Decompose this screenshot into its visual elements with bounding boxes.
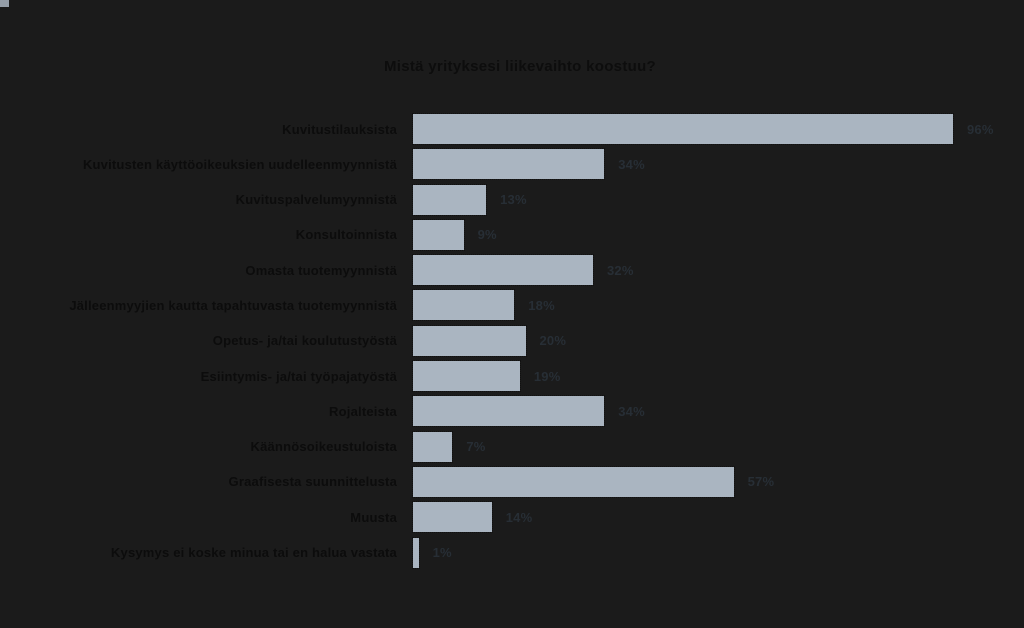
bar-track [412,501,493,534]
bar-row: Kysymys ei koske minua tai en halua vast… [0,536,1024,569]
bar-row: Kuvituspalvelumyynnistä 13% [0,183,1024,216]
bar-track [412,113,954,145]
corner-artifact [0,0,9,7]
bar [411,395,606,428]
value-label: 32% [607,262,634,278]
bar-row: Kuvitusten käyttöoikeuksien uudelleenmyy… [0,148,1024,181]
bar [411,183,488,216]
category-label: Kuvituspalvelumyynnistä [235,192,397,208]
bar [412,254,594,287]
bar-track [412,218,465,251]
bar-track [412,536,420,569]
category-label: Kysymys ei koske minua tai en halua vast… [110,545,397,561]
bar-track [411,183,488,216]
bar-row: Käännösoikeustuloista 7% [0,430,1024,463]
bar-row: Esiintymis- ja/tai työpajatyöstä 19% [0,360,1024,393]
category-label: Opetus- ja/tai koulutustyöstä [212,333,397,349]
category-label: Omasta tuotemyynnistä [245,262,397,278]
bar-row: Kuvitustilauksista 96% [0,113,1024,145]
category-label: Kuvitusten käyttöoikeuksien uudelleenmyy… [82,156,397,172]
bar-track [411,148,606,181]
category-label: Jälleenmyyjien kautta tapahtuvasta tuote… [69,297,397,313]
chart-rows: Kuvitustilauksista 96% Kuvitusten käyttöoi… [0,113,1024,573]
bar [412,501,493,534]
value-label: 20% [539,333,567,349]
bar-track [412,360,521,393]
bar-track [411,430,454,463]
bar [411,430,454,463]
value-label: 13% [500,192,527,208]
bar [411,148,606,181]
category-label: Kuvitustilauksista [282,121,397,137]
bar [411,289,516,322]
category-label: Graafisesta suunnittelusta [228,474,397,490]
bar [412,465,735,498]
value-label: 34% [618,156,645,172]
bar-row: Rojalteista 34% [0,395,1024,428]
bar-track [412,254,594,287]
category-label: Esiintymis- ja/tai työpajatyöstä [200,368,397,384]
bar-row: Omasta tuotemyynnistä 32% [0,254,1024,287]
bar-row: Jälleenmyyjien kautta tapahtuvasta tuote… [0,289,1024,322]
bar [412,360,521,393]
value-label: 57% [747,474,775,490]
bar-track [411,289,516,322]
bar-track [412,465,735,498]
category-label: Rojalteista [329,403,397,419]
value-label: 1% [432,545,452,561]
category-label: Käännösoikeustuloista [250,439,397,455]
value-label: 96% [967,121,994,137]
bar-track [411,395,606,428]
value-label: 14% [505,509,533,525]
category-label: Muusta [350,509,397,525]
bar-row: Konsultoinnista 9% [0,218,1024,251]
bar [412,113,954,145]
category-label: Konsultoinnista [295,227,397,243]
bar-row: Opetus- ja/tai koulutustyöstä 20% [0,324,1024,357]
bar-row: Graafisesta suunnittelusta 57% [0,465,1024,498]
bar-row: Muusta 14% [0,501,1024,534]
value-label: 19% [533,368,561,384]
bar [412,536,420,569]
value-label: 34% [618,403,645,419]
bar [412,218,465,251]
bar-track [412,324,527,357]
value-label: 9% [477,227,497,243]
value-label: 18% [528,297,555,313]
value-label: 7% [466,439,486,455]
chart-title: Mistä yrityksesi liikevaihto koostuu? [383,58,657,75]
bar [412,324,527,357]
